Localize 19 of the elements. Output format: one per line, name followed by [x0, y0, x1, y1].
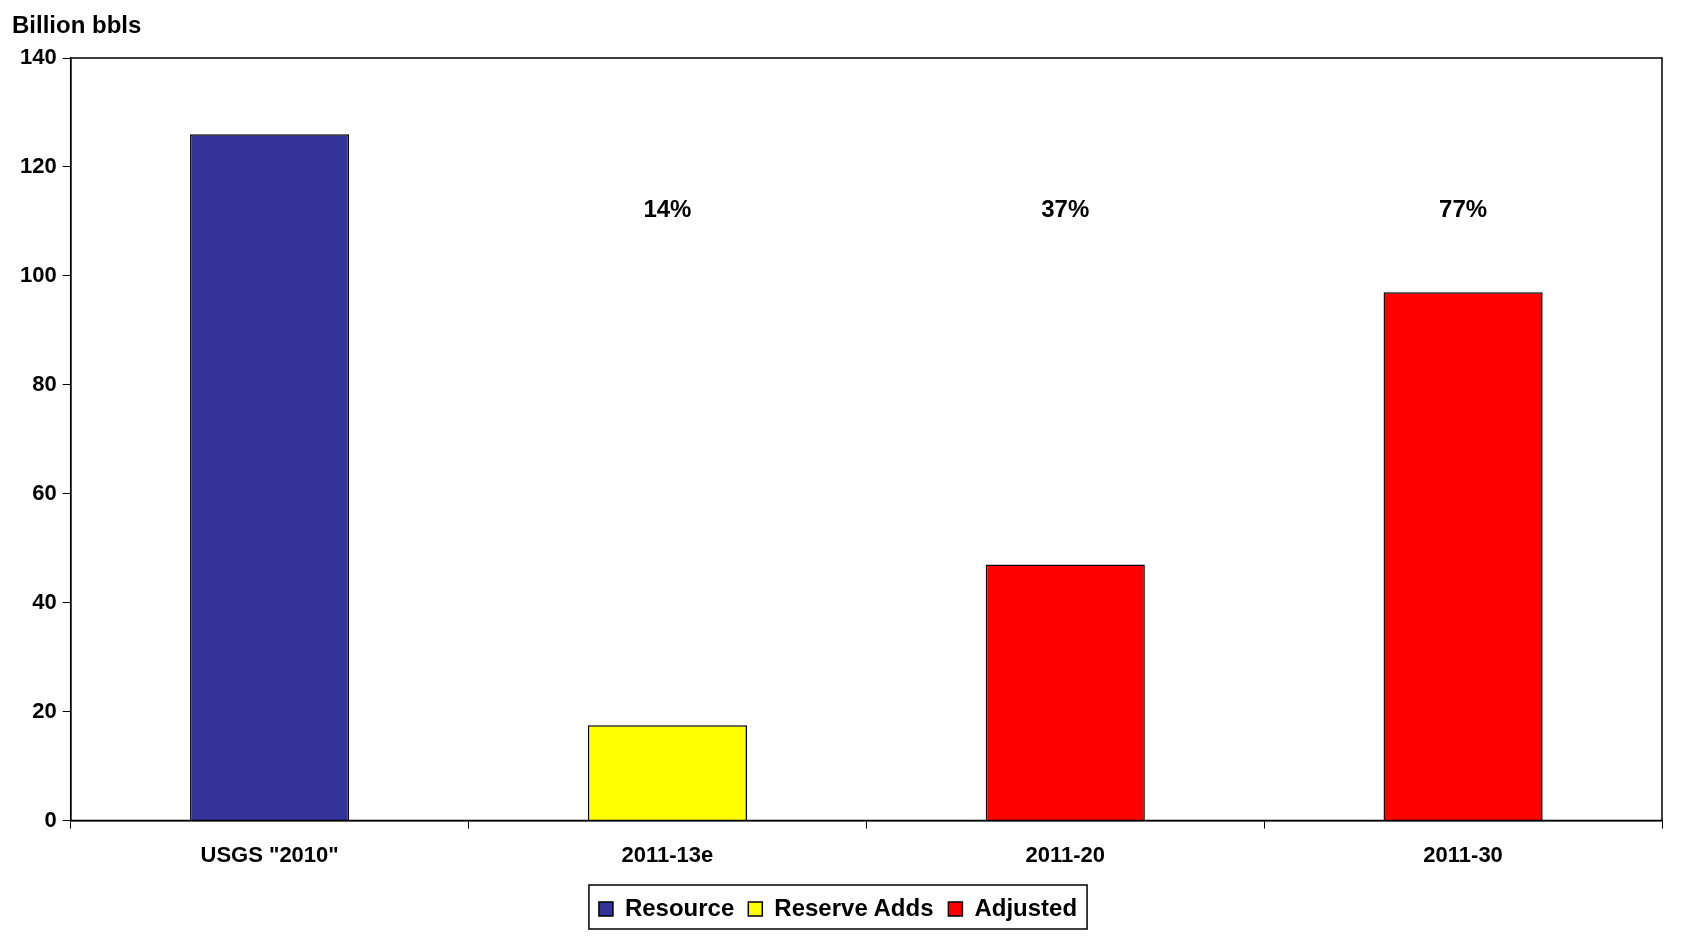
legend-label: Reserve Adds [774, 893, 934, 921]
y-tick-label: 80 [32, 370, 57, 396]
annotation: 77% [1439, 195, 1488, 223]
y-tick-label: 120 [19, 153, 57, 179]
x-tick-label: USGS "2010" [200, 841, 339, 867]
legend-label: Adjusted [974, 893, 1078, 921]
annotation: 37% [1041, 195, 1090, 223]
x-tick-label: 2011-30 [1423, 841, 1503, 867]
y-tick-label: 100 [19, 261, 57, 287]
y-tick-label: 60 [32, 479, 57, 505]
x-tick-label: 2011-20 [1025, 841, 1106, 867]
annotation: 14% [643, 195, 692, 223]
y-tick-label: 20 [32, 697, 57, 723]
y-tick-label: 140 [19, 44, 57, 70]
x-tick-label: 2011-13e [621, 841, 714, 867]
y-tick-label: 40 [32, 588, 57, 614]
y-axis-title: Billion bbls [12, 10, 142, 38]
y-tick-label: 0 [44, 806, 57, 832]
legend-label: Resource [624, 893, 735, 921]
